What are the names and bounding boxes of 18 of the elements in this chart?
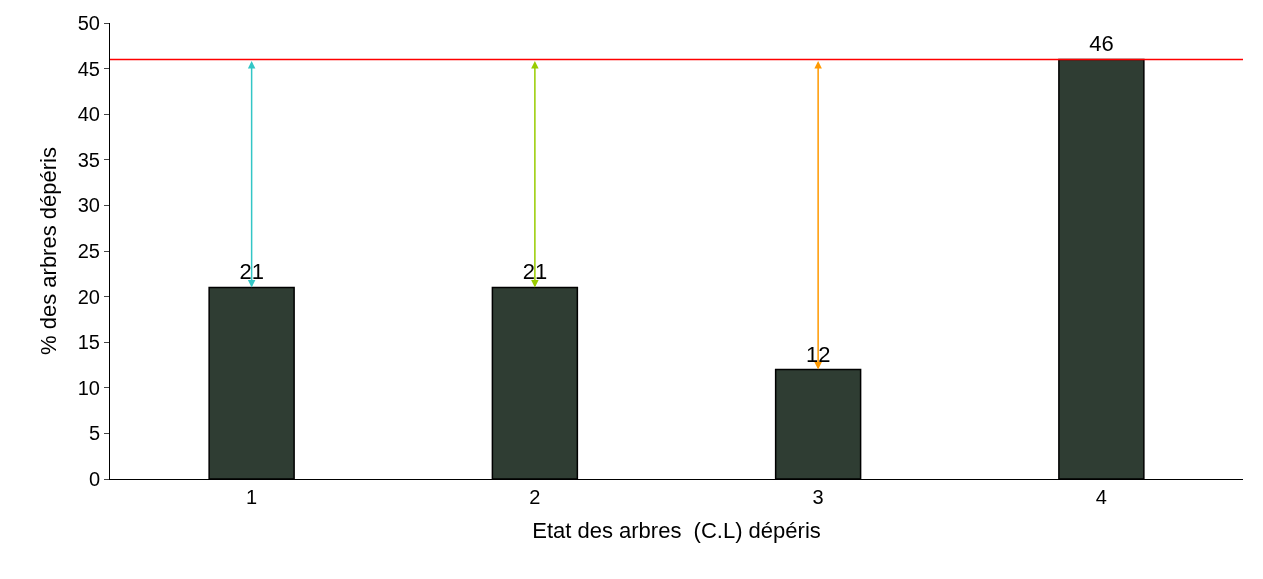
- y-tick-label: 45: [77, 57, 100, 80]
- y-tick-label: 0: [88, 468, 100, 490]
- y-tick-label: 25: [77, 240, 100, 262]
- y-axis-title: % des arbres dépéris: [35, 147, 61, 355]
- x-tick-label: 1: [246, 486, 258, 508]
- x-tick-label: 3: [812, 486, 824, 508]
- y-tick-label: 10: [77, 376, 100, 399]
- y-tick-label: 50: [77, 12, 100, 34]
- y-tick-label: 35: [77, 148, 100, 171]
- y-tick-label: 15: [77, 331, 100, 354]
- x-tick-label: 2: [529, 486, 541, 508]
- y-tick-label: 30: [77, 194, 100, 217]
- y-tick-label: 20: [77, 285, 100, 308]
- data-label: 46: [1089, 31, 1114, 57]
- x-tick-label: 4: [1095, 486, 1107, 508]
- y-tick-label: 40: [77, 103, 100, 126]
- y-tick-label: 5: [88, 422, 100, 445]
- x-axis-title: Etat des arbres (C.L) dépéris: [532, 517, 821, 543]
